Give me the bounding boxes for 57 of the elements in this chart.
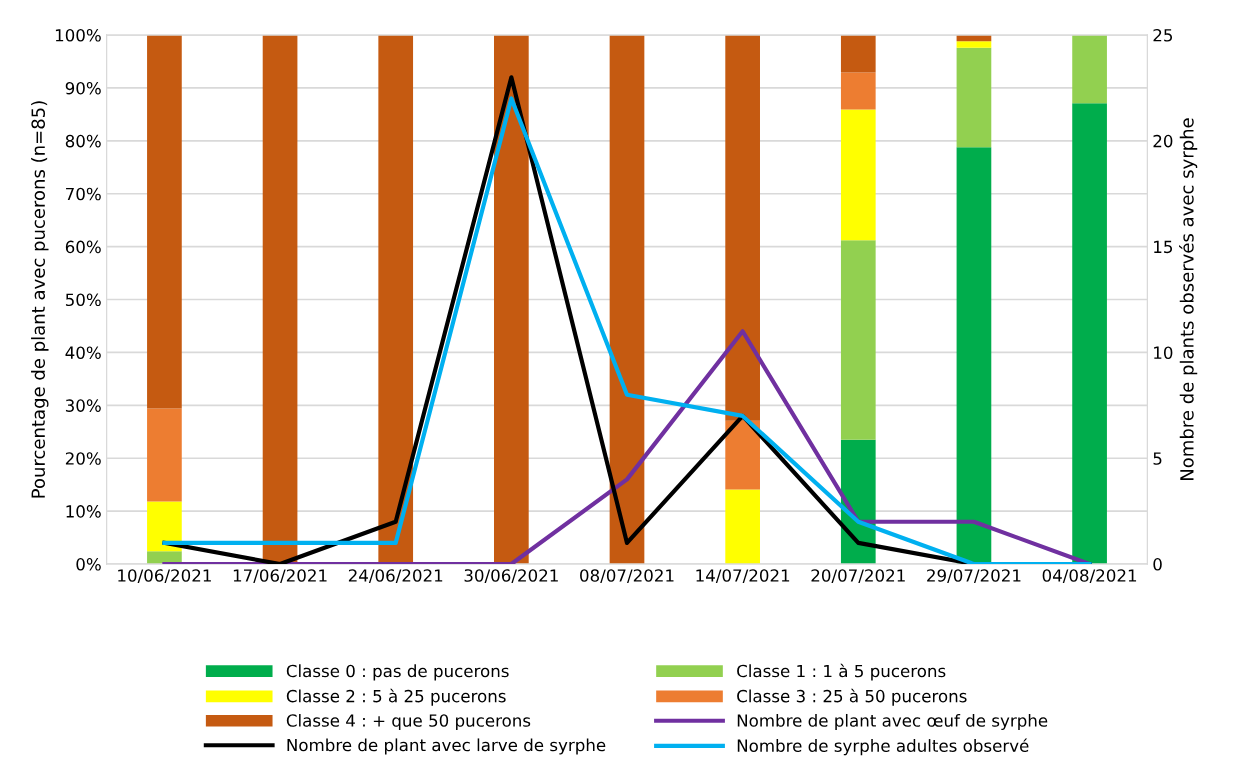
bar xyxy=(147,35,182,409)
bar xyxy=(609,35,645,565)
x-tick-label: 20/07/2021 xyxy=(811,569,905,584)
x-tick-label: 04/08/2021 xyxy=(1042,569,1137,584)
legend-label: Nombre de plant avec larve de syrphe xyxy=(287,738,606,755)
bar xyxy=(840,72,876,110)
y-tick-label: 100% xyxy=(55,28,101,42)
x-tick-label: 17/06/2021 xyxy=(233,569,327,584)
bar xyxy=(956,47,992,148)
bar xyxy=(725,489,760,565)
bar xyxy=(725,35,760,421)
legend-label: Classe 2 : 5 à 25 pucerons xyxy=(286,688,506,706)
x-tick-label: 30/06/2021 xyxy=(464,569,558,584)
y-tick-label: 50% xyxy=(65,293,101,307)
y2-tick-label: 10 xyxy=(1154,346,1173,359)
y-tick-label: 10% xyxy=(66,505,101,518)
x-tick-label: 10/06/2021 xyxy=(118,569,211,584)
legend-label: Nombre de syrphe adultes observé xyxy=(737,738,1029,756)
y-tick-label: 60% xyxy=(65,240,101,254)
legend-label: Classe 4 : + que 50 pucerons xyxy=(286,713,531,731)
bar xyxy=(956,41,992,48)
y-tick-label: 70% xyxy=(66,187,101,201)
bar xyxy=(840,240,876,440)
line-series xyxy=(162,329,1092,565)
y-tick-label: 30% xyxy=(65,399,101,412)
x-tick-label: 29/07/2021 xyxy=(927,569,1021,584)
y-tick-label: 20% xyxy=(65,452,101,465)
y-tick-label: 80% xyxy=(65,134,101,148)
y2-tick-label: 5 xyxy=(1153,452,1162,465)
bar xyxy=(1072,103,1107,565)
bar xyxy=(956,147,992,565)
y-tick-label: 0% xyxy=(76,558,101,571)
bar xyxy=(1072,35,1107,104)
x-tick-label: 24/06/2021 xyxy=(348,569,443,584)
legend-label: Classe 3 : 25 à 50 pucerons xyxy=(737,688,967,706)
y-tick-label: 90% xyxy=(65,81,101,95)
x-tick-label: 08/07/2021 xyxy=(580,569,674,584)
y2-tick-label: 25 xyxy=(1153,28,1173,42)
y-tick-label: 40% xyxy=(65,346,101,359)
bar xyxy=(378,35,414,565)
legend-label: Nombre de plant avec œuf de syrphe xyxy=(737,713,1048,731)
legend-label: Classe 1 : 1 à 5 pucerons xyxy=(737,663,946,681)
y-axis-title: Pourcentage de plant avec pucerons (n=85) xyxy=(31,101,49,498)
bar xyxy=(147,501,182,552)
legend-label: Classe 0 : pas de pucerons xyxy=(286,664,509,681)
x-tick-label: 14/07/2021 xyxy=(696,569,790,584)
bar xyxy=(840,109,876,241)
bar xyxy=(494,35,529,565)
y2-tick-label: 15 xyxy=(1154,240,1173,254)
bar xyxy=(262,35,298,565)
bar xyxy=(147,408,182,502)
y2-tick-label: 20 xyxy=(1153,134,1173,148)
y2-axis-title: Nombre de plants observés avec syrphe xyxy=(1179,118,1198,480)
bar xyxy=(840,35,876,73)
bar xyxy=(147,551,182,565)
bar xyxy=(725,420,760,490)
y2-tick-label: 0 xyxy=(1153,558,1162,571)
